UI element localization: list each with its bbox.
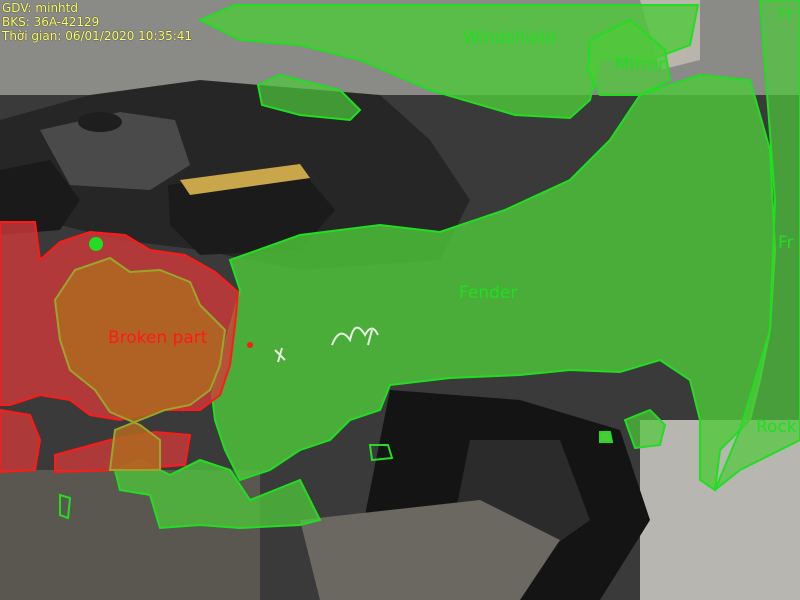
red-marker bbox=[247, 342, 253, 348]
green-marker bbox=[89, 237, 103, 251]
rocker-label: Rock bbox=[756, 417, 797, 437]
broken-part-label: Broken part bbox=[108, 328, 208, 348]
inspector-stamp: GDV: minhtd bbox=[2, 2, 78, 15]
timestamp-stamp: Thời gian: 06/01/2020 10:35:41 bbox=[2, 30, 192, 43]
fender-label: Fender bbox=[459, 283, 517, 303]
oil-cap bbox=[78, 112, 122, 132]
small-blob-3 bbox=[600, 432, 612, 442]
front-door-label: Fr bbox=[778, 233, 794, 253]
front-door-top-label: Fr bbox=[778, 5, 794, 25]
plate-stamp: BKS: 36A-42129 bbox=[2, 16, 99, 29]
windshield-label: Windshield bbox=[463, 28, 556, 48]
mirror-label: Mirror bbox=[615, 55, 665, 75]
